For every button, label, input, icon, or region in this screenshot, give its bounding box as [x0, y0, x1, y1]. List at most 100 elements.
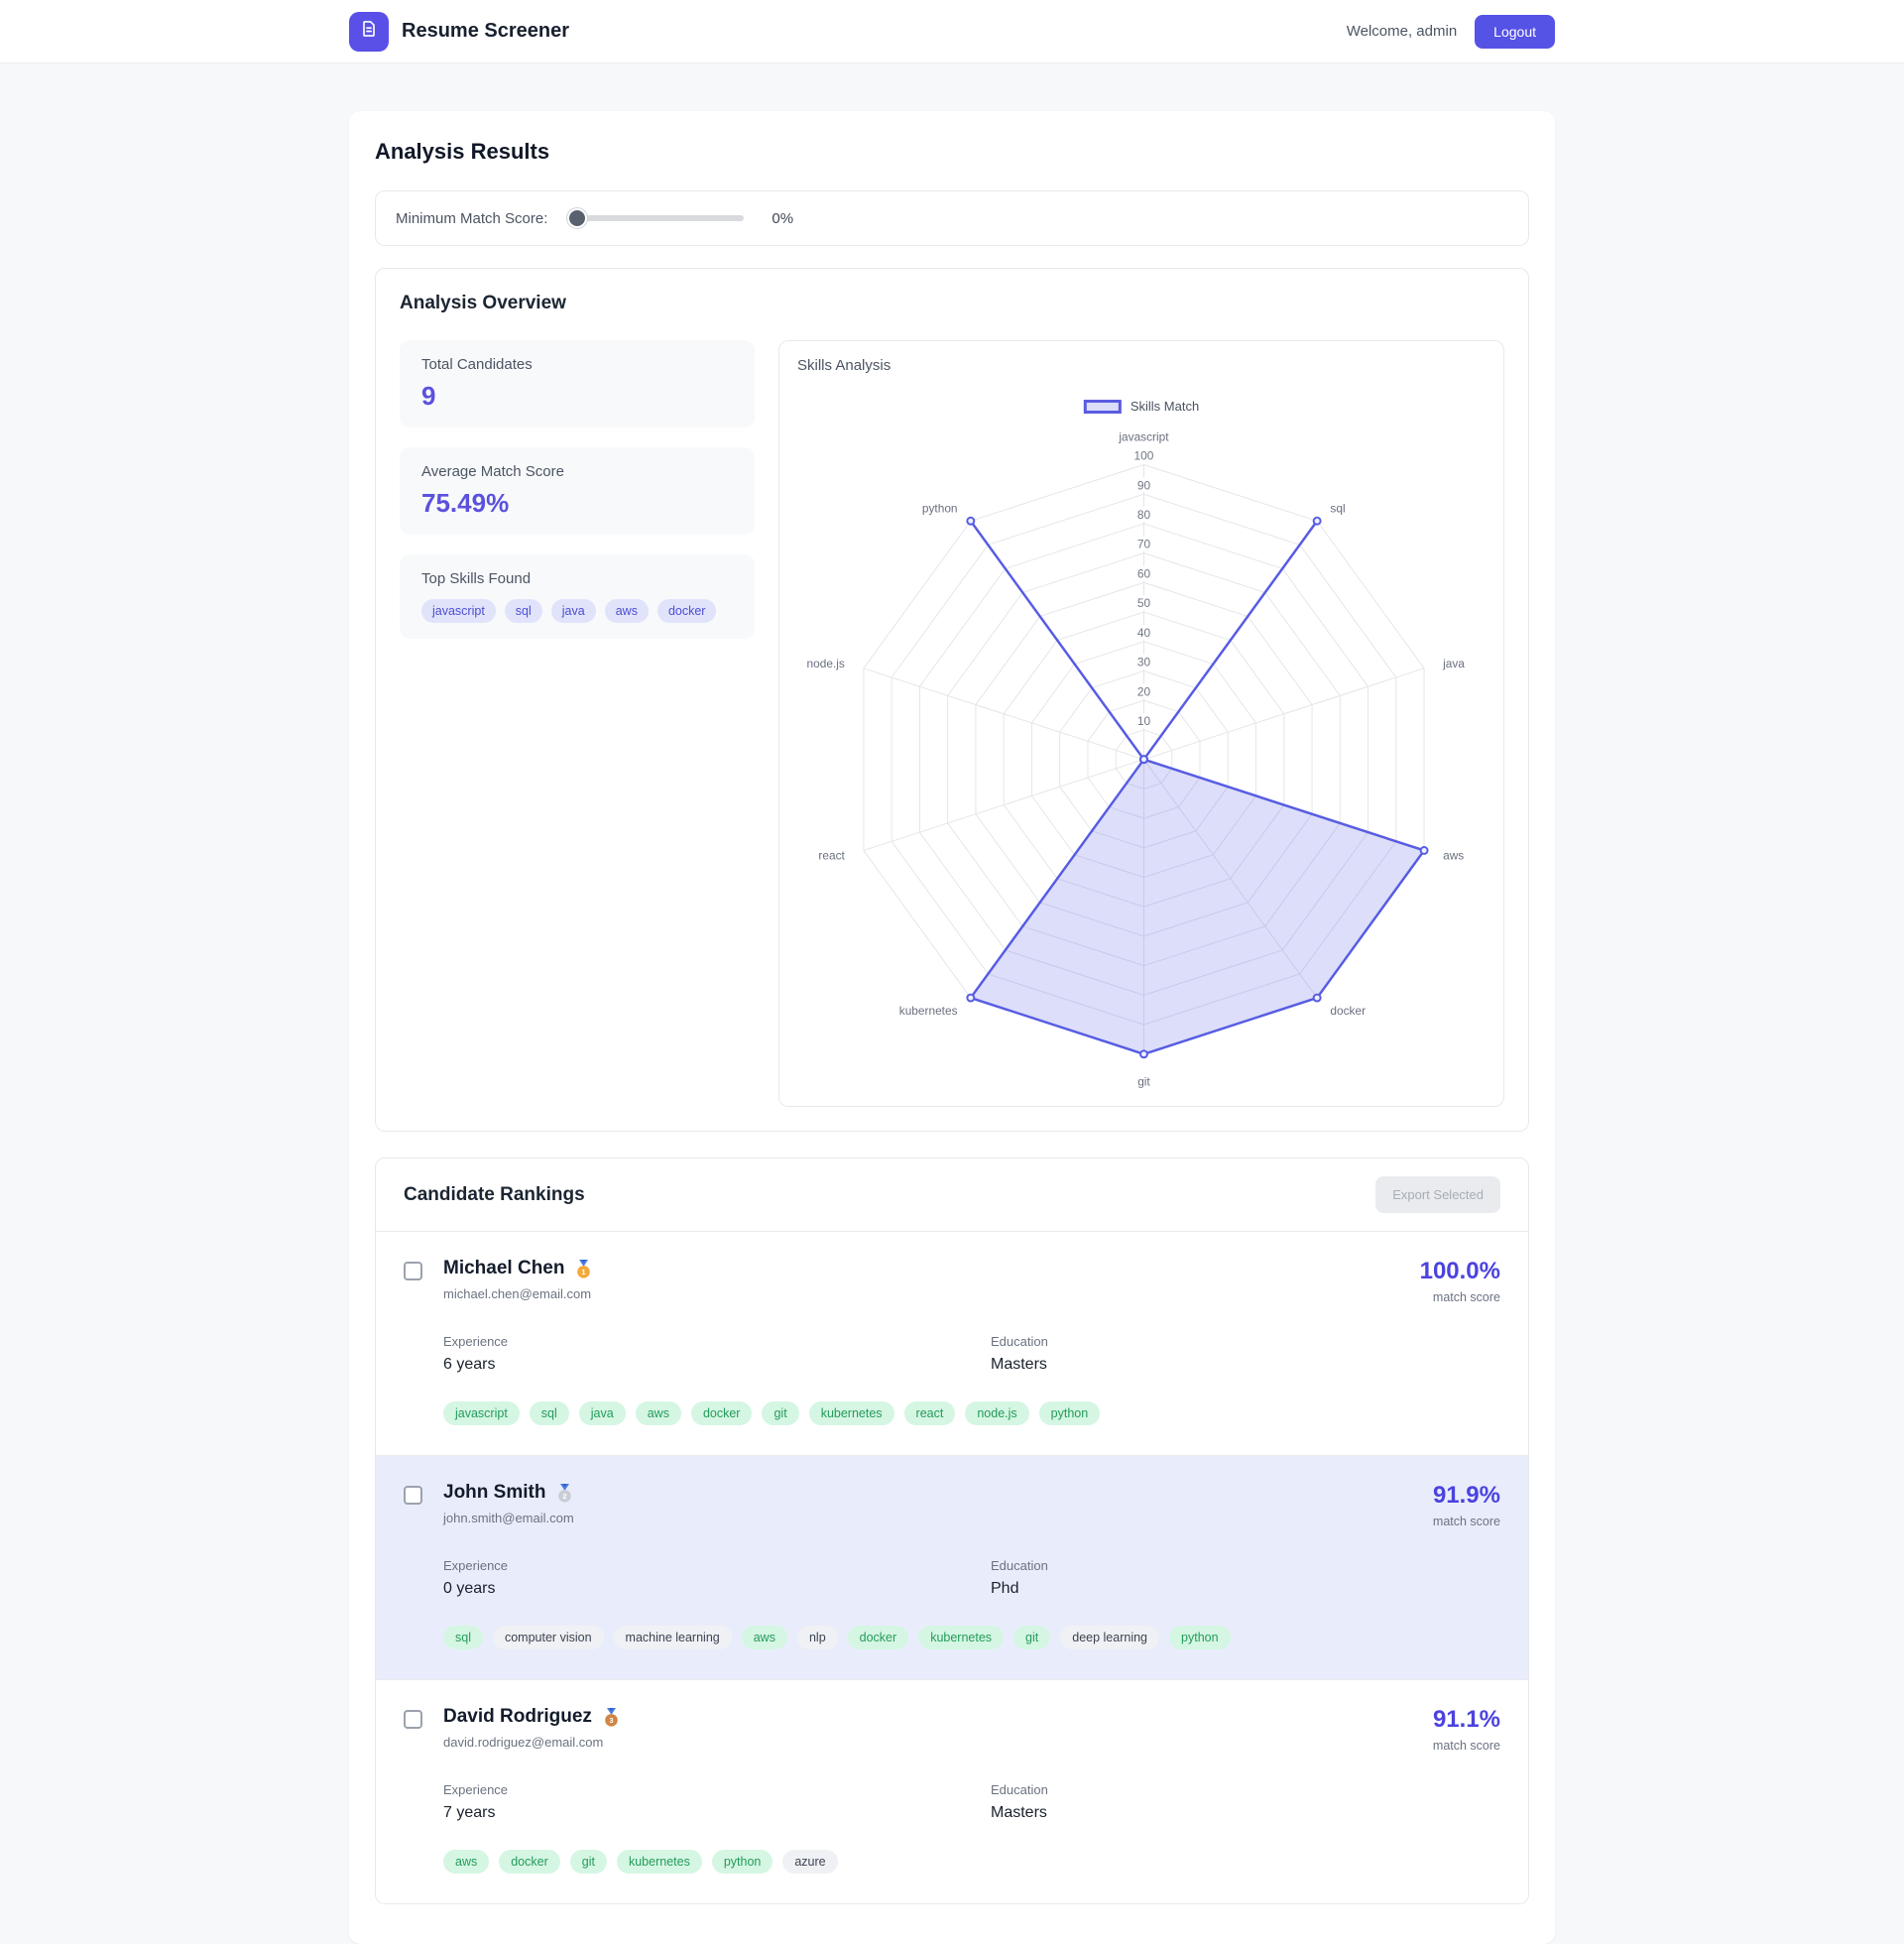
match-score-caption: match score: [1432, 1739, 1500, 1753]
candidate-checkbox[interactable]: [404, 1262, 422, 1280]
candidate-skills: javascript sql java aws docker git kubernetes r…: [443, 1401, 1500, 1425]
skill-chip: machine learning: [613, 1626, 732, 1649]
candidate-email: david.rodriguez@email.com: [443, 1735, 604, 1750]
skill-chip: git: [569, 1850, 607, 1874]
skill-chip: docker: [847, 1626, 909, 1649]
radar-tick-label: 50: [1137, 596, 1151, 610]
total-candidates-value: 9: [421, 381, 436, 411]
candidate-name: Michael Chen: [443, 1258, 565, 1278]
radar-tick-label: 70: [1137, 538, 1151, 551]
candidate-skills: aws docker git kubernetes python azure: [443, 1850, 1500, 1874]
top-skills-label: Top Skills Found: [421, 570, 532, 587]
skill-chip: aws: [741, 1626, 787, 1649]
candidate-row[interactable]: John Smith 2 john.smith@email.com 91.9% …: [376, 1455, 1528, 1679]
radar-axis-label: javascript: [1118, 430, 1169, 444]
candidate-checkbox[interactable]: [404, 1710, 422, 1729]
radar-axis-label: react: [818, 848, 845, 862]
radar-tick-backdrop: [1127, 595, 1161, 611]
average-match-score-label: Average Match Score: [421, 463, 564, 480]
candidate-name: John Smith: [443, 1482, 546, 1503]
export-selected-button[interactable]: Export Selected: [1375, 1176, 1500, 1213]
skill-chip: node.js: [965, 1401, 1029, 1425]
radar-axis-line: [863, 759, 1144, 851]
app-title: Resume Screener: [402, 20, 569, 42]
top-skill-pill: javascript: [421, 599, 496, 623]
top-skill-pill: docker: [656, 599, 717, 623]
skill-chip: kubernetes: [616, 1850, 702, 1874]
education-label: Education: [991, 1782, 1048, 1797]
candidate-rankings-title: Candidate Rankings: [404, 1183, 585, 1205]
logout-button[interactable]: Logout: [1475, 14, 1555, 49]
experience-label: Experience: [443, 1558, 509, 1573]
radar-axis-label: java: [1442, 657, 1465, 670]
skill-chip: computer vision: [492, 1626, 604, 1649]
radar-tick-label: 80: [1137, 508, 1151, 522]
silver-medal-icon: 2: [555, 1483, 574, 1503]
radar-axis-label: git: [1137, 1075, 1150, 1089]
skill-chip: python: [711, 1850, 774, 1874]
skill-chip: nlp: [796, 1626, 838, 1649]
chart-legend[interactable]: Skills Match: [1083, 399, 1200, 414]
skill-chip: react: [903, 1401, 956, 1425]
radar-axis-line: [1143, 759, 1318, 999]
skill-chip: git: [762, 1401, 799, 1425]
radar-tick-label: 30: [1137, 656, 1151, 669]
experience-value: 7 years: [443, 1804, 496, 1821]
skill-chip: deep learning: [1060, 1626, 1160, 1649]
radar-axis-line: [863, 668, 1144, 761]
radar-data-polygon: [969, 520, 1426, 1056]
app-logo: [349, 11, 389, 52]
radar-tick-backdrop: [1127, 507, 1161, 522]
radar-axis-label: docker: [1330, 1004, 1366, 1018]
skills-analysis-card: Skills Analysis 10 20 30 40 50 60 70 80 90 100 jav…: [778, 340, 1504, 1107]
brand: Resume Screener: [349, 11, 569, 52]
radar-tick-backdrop: [1127, 447, 1161, 463]
top-bar: Resume Screener Welcome, admin Logout: [0, 0, 1904, 63]
page-title: Analysis Results: [375, 139, 550, 164]
bronze-medal-icon: 3: [602, 1707, 621, 1727]
match-score-caption: match score: [1432, 1515, 1500, 1528]
radar-tick-backdrop: [1127, 536, 1161, 551]
match-score-value: 91.1%: [1432, 1706, 1500, 1733]
candidate-row[interactable]: Michael Chen 1 michael.chen@email.com 10…: [376, 1231, 1528, 1455]
education-value: Phd: [991, 1580, 1019, 1597]
average-match-score-card: Average Match Score 75.49%: [400, 447, 755, 535]
education-label: Education: [991, 1558, 1048, 1573]
analysis-results-card: Analysis Results Minimum Match Score: 0%…: [349, 111, 1555, 1944]
radar-axis-label: kubernetes: [899, 1004, 958, 1018]
skill-chip: java: [578, 1401, 626, 1425]
match-score-value: 91.9%: [1432, 1482, 1500, 1509]
min-match-score-filter: Minimum Match Score: 0%: [375, 190, 1529, 246]
candidate-email: john.smith@email.com: [443, 1511, 574, 1525]
overview-stats-column: Total Candidates 9 Average Match Score 7…: [400, 340, 755, 1107]
radar-data-point: [1312, 993, 1322, 1003]
radar-axis-label: node.js: [807, 657, 845, 670]
skill-chip: javascript: [443, 1401, 520, 1425]
candidate-row[interactable]: David Rodriguez 3 david.rodriguez@email.…: [376, 1679, 1528, 1903]
radar-axis-line: [1143, 668, 1425, 761]
candidate-rows: Michael Chen 1 michael.chen@email.com 10…: [376, 1231, 1528, 1903]
skill-chip: aws: [635, 1401, 681, 1425]
total-candidates-card: Total Candidates 9: [400, 340, 755, 427]
min-match-score-label: Minimum Match Score:: [396, 209, 548, 227]
skill-chip: git: [1013, 1626, 1051, 1649]
min-match-score-slider[interactable]: [567, 215, 745, 221]
candidate-checkbox[interactable]: [404, 1486, 422, 1505]
radar-axis-label: sql: [1330, 501, 1345, 515]
radar-data-point: [966, 993, 976, 1003]
radar-tick-backdrop: [1127, 683, 1161, 699]
gold-medal-icon: 1: [574, 1259, 593, 1278]
medal-rank: 3: [609, 1716, 613, 1725]
legend-label: Skills Match: [1130, 399, 1200, 414]
document-icon: [359, 19, 379, 44]
radar-tick-label: 90: [1137, 478, 1151, 492]
total-candidates-label: Total Candidates: [421, 356, 533, 373]
education-value: Masters: [991, 1804, 1047, 1821]
skill-chip: kubernetes: [808, 1401, 894, 1425]
radar-tick-label: 10: [1137, 714, 1151, 728]
min-match-score-value: 0%: [772, 209, 794, 227]
top-skill-pill: java: [550, 599, 596, 623]
candidate-rankings-panel: Candidate Rankings Export Selected Micha…: [375, 1157, 1529, 1904]
experience-label: Experience: [443, 1334, 509, 1349]
top-skill-pill: aws: [604, 599, 649, 623]
